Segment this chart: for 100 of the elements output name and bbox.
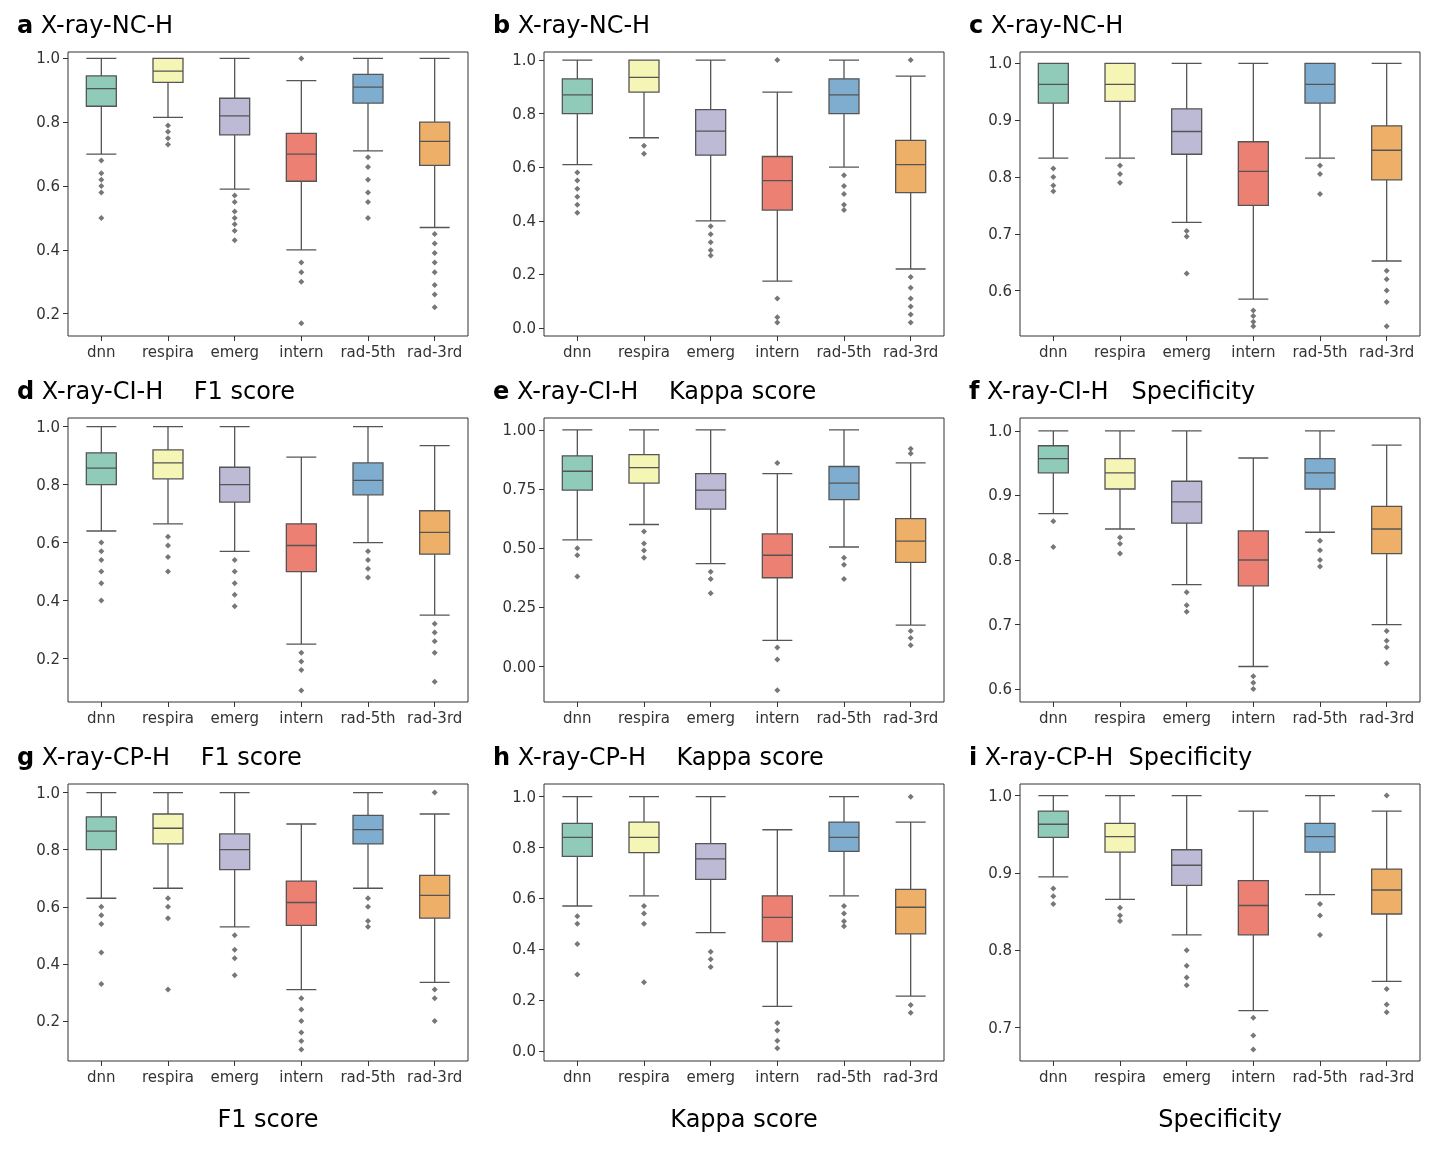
y-tick-label: 0.6	[36, 177, 60, 196]
y-tick-label: 0.7	[988, 224, 1012, 243]
x-tick-label: intern	[1231, 342, 1276, 361]
x-tick-label: emerg	[210, 1067, 259, 1086]
x-tick-label: rad-5th	[816, 1067, 872, 1086]
y-tick-label: 0.6	[36, 533, 60, 552]
x-tick-label: dnn	[87, 342, 116, 361]
y-tick-label: 0.8	[988, 167, 1012, 186]
x-tick-label: dnn	[1039, 342, 1068, 361]
y-tick-label: 0.2	[512, 991, 536, 1010]
chart-title: d X-ray-CI-H F1 score	[17, 377, 295, 405]
x-tick-label: respira	[142, 1067, 194, 1086]
y-tick-label: 1.00	[502, 420, 536, 439]
y-tick-label: 0.4	[512, 940, 536, 959]
x-tick-label: dnn	[1039, 708, 1068, 727]
x-tick-label: respira	[1094, 1067, 1146, 1086]
x-tick-label: rad-5th	[816, 342, 872, 361]
x-tick-label: intern	[755, 708, 800, 727]
y-tick-label: 0.4	[36, 954, 60, 973]
chart-title: i X-ray-CP-H Specificity	[969, 743, 1253, 771]
x-tick-label: rad-5th	[816, 708, 872, 727]
chart-title: a X-ray-NC-H	[17, 11, 174, 39]
y-tick-label: 0.6	[988, 281, 1012, 300]
y-tick-label: 1.0	[988, 786, 1012, 805]
x-tick-label: rad-5th	[340, 1067, 396, 1086]
y-tick-label: 0.7	[988, 615, 1012, 634]
x-tick-label: emerg	[686, 1067, 735, 1086]
x-tick-label: emerg	[1162, 1067, 1211, 1086]
y-tick-label: 0.8	[988, 941, 1012, 960]
y-tick-label: 0.4	[36, 591, 60, 610]
x-tick-label: emerg	[686, 708, 735, 727]
chart-title: f X-ray-CI-H Specificity	[969, 377, 1256, 405]
y-tick-label: 1.0	[988, 421, 1012, 440]
y-tick-label: 0.8	[36, 840, 60, 859]
y-tick-label: 0.0	[512, 318, 536, 337]
y-tick-label: 0.6	[988, 680, 1012, 699]
y-tick-label: 0.8	[512, 838, 536, 857]
x-tick-label: rad-5th	[1292, 342, 1348, 361]
chart-title: h X-ray-CP-H Kappa score	[493, 743, 824, 771]
y-tick-label: 1.0	[988, 54, 1012, 73]
y-tick-label: 0.0	[512, 1041, 536, 1060]
x-tick-label: intern	[279, 1067, 324, 1086]
x-tick-label: intern	[755, 342, 800, 361]
x-tick-label: rad-3rd	[407, 708, 463, 727]
x-tick-label: dnn	[87, 708, 116, 727]
y-tick-label: 0.9	[988, 486, 1012, 505]
x-tick-label: emerg	[1162, 708, 1211, 727]
y-tick-label: 0.2	[36, 1012, 60, 1031]
x-tick-label: respira	[618, 1067, 670, 1086]
x-tick-label: rad-5th	[1292, 1067, 1348, 1086]
y-tick-label: 0.2	[36, 304, 60, 323]
x-tick-label: respira	[618, 708, 670, 727]
y-tick-label: 1.0	[512, 787, 536, 806]
x-tick-label: rad-3rd	[407, 1067, 463, 1086]
x-tick-label: intern	[1231, 1067, 1276, 1086]
x-tick-label: dnn	[563, 1067, 592, 1086]
y-tick-label: 0.8	[36, 113, 60, 132]
x-tick-label: intern	[279, 342, 324, 361]
x-tick-label: respira	[142, 708, 194, 727]
chart-title: e X-ray-CI-H Kappa score	[493, 377, 817, 405]
x-tick-label: emerg	[1162, 342, 1211, 361]
y-tick-label: 0.6	[512, 158, 536, 177]
x-tick-label: rad-5th	[340, 708, 396, 727]
x-axis-title: F1 score	[217, 1105, 319, 1133]
y-tick-label: 0.8	[988, 551, 1012, 569]
y-tick-label: 1.0	[36, 49, 60, 68]
x-tick-label: dnn	[1039, 1067, 1068, 1086]
y-tick-label: 0.6	[512, 889, 536, 908]
y-tick-label: 0.50	[502, 539, 536, 558]
y-tick-label: 0.9	[988, 863, 1012, 882]
x-tick-label: dnn	[563, 342, 592, 361]
x-tick-label: emerg	[686, 342, 735, 361]
x-tick-label: rad-5th	[1292, 708, 1348, 727]
x-tick-label: rad-3rd	[883, 342, 939, 361]
y-tick-label: 0.2	[512, 265, 536, 284]
y-tick-label: 0.6	[36, 897, 60, 916]
x-tick-label: respira	[142, 342, 194, 361]
chart-title: c X-ray-NC-H	[969, 11, 1124, 39]
y-tick-label: 0.4	[36, 240, 60, 259]
x-tick-label: emerg	[210, 342, 259, 361]
y-tick-label: 1.0	[36, 417, 60, 436]
x-tick-label: respira	[1094, 342, 1146, 361]
x-tick-label: respira	[1094, 708, 1146, 727]
y-tick-label: 0.7	[988, 1018, 1012, 1037]
y-tick-label: 0.8	[36, 475, 60, 494]
y-tick-label: 0.9	[988, 111, 1012, 130]
y-tick-label: 1.0	[512, 51, 536, 70]
x-tick-label: intern	[279, 708, 324, 727]
x-tick-label: rad-3rd	[1359, 342, 1415, 361]
x-tick-label: rad-3rd	[883, 1067, 939, 1086]
y-tick-label: 0.00	[502, 657, 536, 676]
x-tick-label: intern	[1231, 708, 1276, 727]
x-tick-label: rad-3rd	[407, 342, 463, 361]
x-axis-title: Kappa score	[670, 1105, 818, 1133]
x-tick-label: respira	[618, 342, 670, 361]
x-tick-label: rad-3rd	[883, 708, 939, 727]
chart-title: b X-ray-NC-H	[493, 11, 651, 39]
x-tick-label: rad-3rd	[1359, 708, 1415, 727]
x-tick-label: dnn	[563, 708, 592, 727]
chart-title: g X-ray-CP-H F1 score	[17, 743, 302, 771]
